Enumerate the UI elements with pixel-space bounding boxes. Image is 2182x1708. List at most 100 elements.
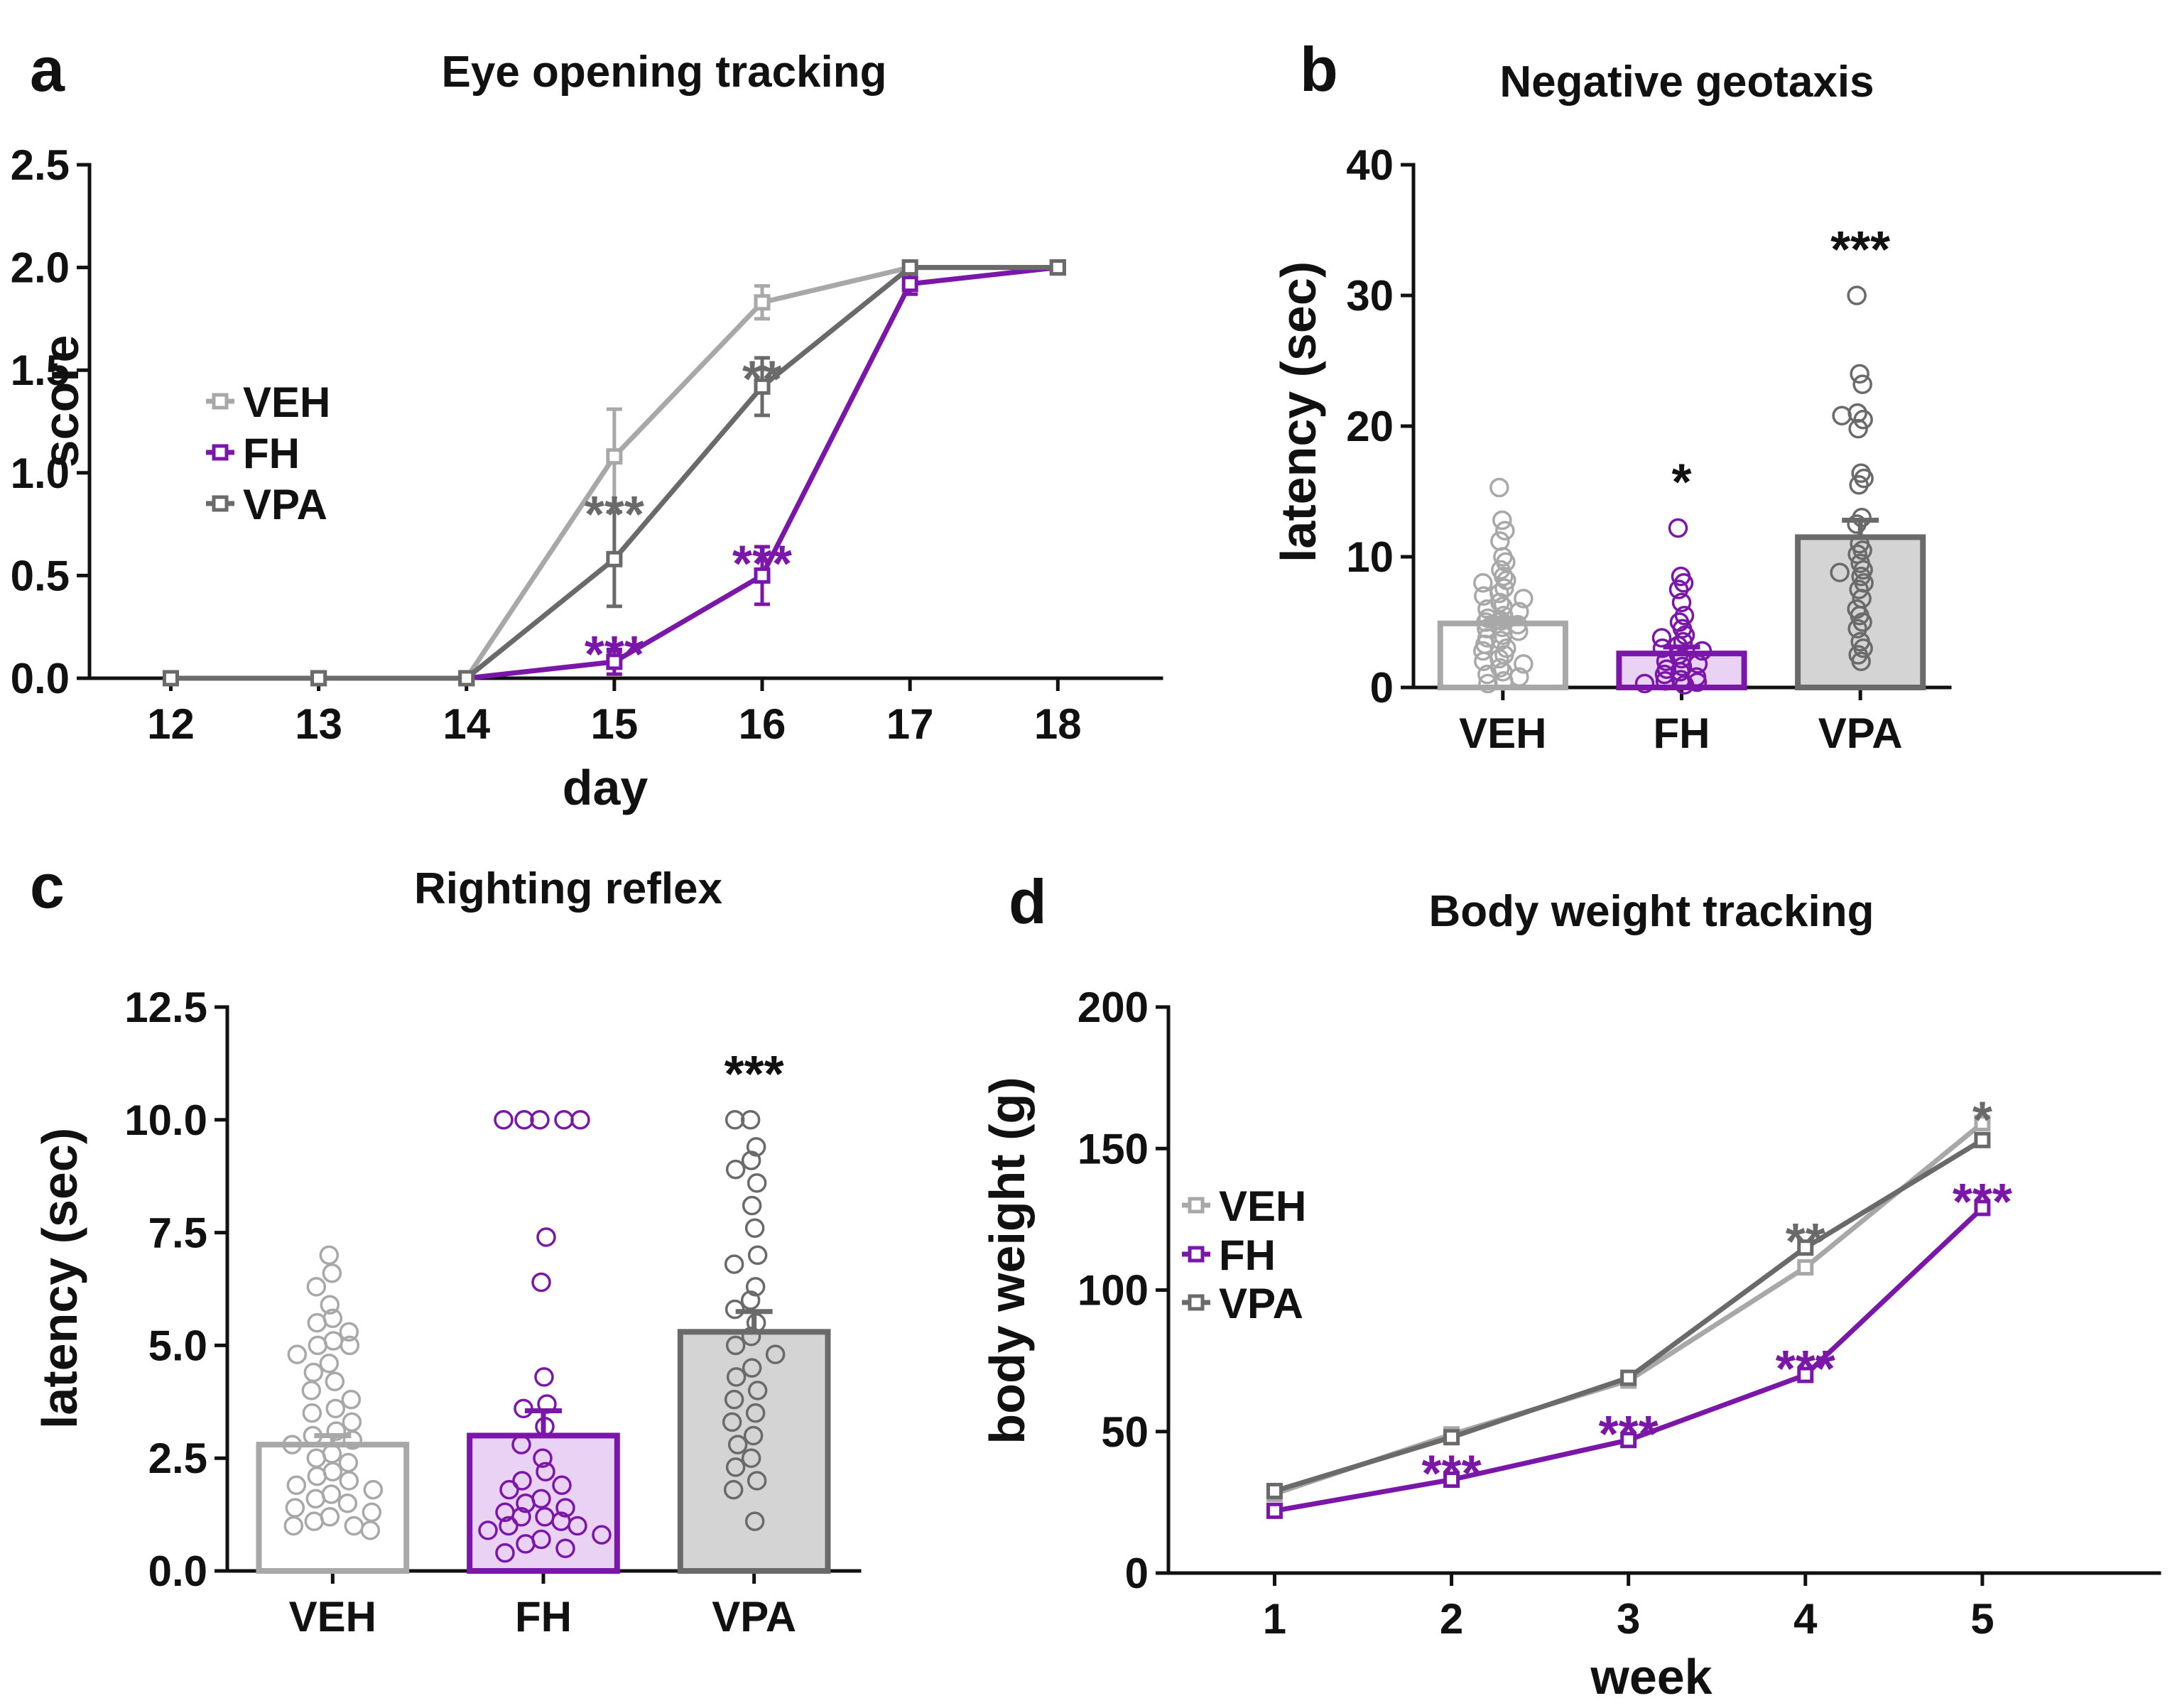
data-point-fh [568, 1516, 587, 1536]
data-point-vpa [725, 1159, 746, 1180]
data-point-vpa [726, 1367, 747, 1387]
data-point-vpa [742, 1358, 762, 1378]
data-point-vpa [458, 670, 475, 687]
data-point-vpa [162, 670, 179, 687]
panel-letter-d: d [1009, 866, 1047, 937]
panel-b-y-axis-title: latency (sec) [1271, 261, 1326, 562]
data-point-veh [1974, 1114, 1991, 1131]
panel-a-x-axis-title: day [563, 760, 648, 815]
panel-d-series [1266, 1114, 1991, 1519]
legend-label-fh: FH [243, 430, 300, 477]
y-tick-label: 2.5 [148, 1435, 207, 1482]
data-point-fh [1674, 675, 1695, 695]
panel-c-y-axis-title: latency (sec) [32, 1128, 87, 1429]
data-point-fh [1668, 518, 1688, 538]
data-point-vpa [724, 1110, 745, 1130]
panel-letter-c: c [30, 851, 65, 921]
data-point-veh [319, 1245, 340, 1266]
data-point-fh [478, 1521, 498, 1540]
data-point-fh [1668, 580, 1689, 599]
data-point-fh [1974, 1200, 1991, 1217]
data-point-veh [1494, 578, 1514, 598]
legend-marker-vpa [1188, 1294, 1205, 1311]
significance-marker: ** [742, 351, 782, 408]
data-point-fh [536, 1227, 556, 1247]
data-point-veh [1473, 573, 1493, 593]
panel-b-title: Negative geotaxis [1499, 58, 1874, 107]
data-point-fh [1620, 1432, 1637, 1449]
panel-d: d Body weight tracking body weight (g) w… [979, 866, 2161, 1704]
legend-label-fh: FH [1219, 1231, 1276, 1279]
data-point-veh [1495, 521, 1515, 540]
x-tick-label: 5 [1970, 1595, 1994, 1643]
data-point-vpa [724, 1389, 744, 1410]
data-point-veh [754, 294, 771, 311]
data-point-fh [606, 653, 623, 670]
data-point-vpa [1852, 540, 1872, 560]
data-point-fh [1634, 673, 1655, 694]
data-point-veh [1478, 673, 1498, 694]
significance-marker: * [1671, 455, 1691, 511]
data-point-vpa [747, 1245, 768, 1266]
significance-marker: *** [724, 1046, 784, 1103]
data-point-vpa [606, 550, 623, 567]
data-point-vpa [725, 1335, 746, 1356]
data-point-vpa [747, 1471, 767, 1491]
legend-entry-vpa: VPA [1182, 1280, 1303, 1327]
x-category-label: VEH [1459, 709, 1546, 757]
significance-marker: *** [585, 486, 644, 543]
data-point-veh [323, 1331, 344, 1351]
data-point-vpa [1849, 475, 1869, 495]
data-point-vpa [745, 1277, 766, 1297]
data-point-vpa [741, 1326, 761, 1347]
data-point-veh [326, 1421, 347, 1441]
legend-label-vpa: VPA [243, 481, 327, 528]
x-tick-label: 2 [1440, 1595, 1463, 1643]
data-point-veh [286, 1475, 307, 1496]
data-point-vpa [1852, 374, 1872, 394]
data-point-fh [1687, 672, 1708, 692]
x-tick-label: 4 [1793, 1595, 1818, 1643]
data-point-vpa [741, 1448, 761, 1468]
data-point-fh [511, 1435, 531, 1454]
panel-d-x-axis-title: week [1590, 1649, 1712, 1704]
x-tick-label: 13 [295, 700, 342, 748]
legend-marker-fh [212, 444, 229, 461]
data-point-fh [1651, 628, 1672, 648]
panel-d-axes: 0 50 100 150 200 1 2 3 4 5 [1078, 984, 2161, 1643]
x-tick-label: 16 [739, 700, 786, 748]
significance-marker: *** [1953, 1174, 2012, 1231]
y-tick-label: 0 [1370, 664, 1394, 712]
legend-entry-veh: VEH [1182, 1182, 1306, 1230]
data-point-fh [570, 1110, 590, 1130]
data-point-veh [1514, 654, 1534, 674]
data-point-vpa [740, 1110, 761, 1130]
y-tick-label: 0.5 [11, 552, 70, 599]
legend-marker-fh [1188, 1246, 1205, 1263]
data-point-veh [606, 448, 623, 465]
significance-marker: *** [1422, 1446, 1482, 1503]
y-tick-label: 10 [1346, 533, 1394, 581]
data-point-fh [533, 1448, 553, 1468]
data-point-vpa [723, 1479, 744, 1500]
data-point-veh [340, 1335, 360, 1356]
y-tick-label: 0.0 [148, 1547, 207, 1595]
data-point-vpa [741, 1151, 761, 1170]
series-line-fh [1274, 1206, 1985, 1513]
data-point-veh [337, 1493, 358, 1513]
significance-marker: *** [1776, 1341, 1835, 1398]
data-point-vpa [1443, 1429, 1460, 1446]
data-point-vpa [1974, 1131, 1991, 1148]
data-point-vpa [1832, 406, 1852, 426]
y-tick-label: 0 [1125, 1550, 1149, 1597]
data-point-veh [1473, 641, 1493, 661]
x-category-label: FH [515, 1593, 572, 1641]
significance-marker: *** [1599, 1406, 1659, 1463]
data-point-vpa [746, 1137, 766, 1157]
data-point-vpa [1797, 1239, 1814, 1256]
y-tick-label: 2.0 [11, 244, 70, 292]
data-point-vpa [725, 1457, 746, 1477]
data-point-vpa [724, 1254, 744, 1274]
y-tick-label: 1.0 [11, 450, 70, 497]
